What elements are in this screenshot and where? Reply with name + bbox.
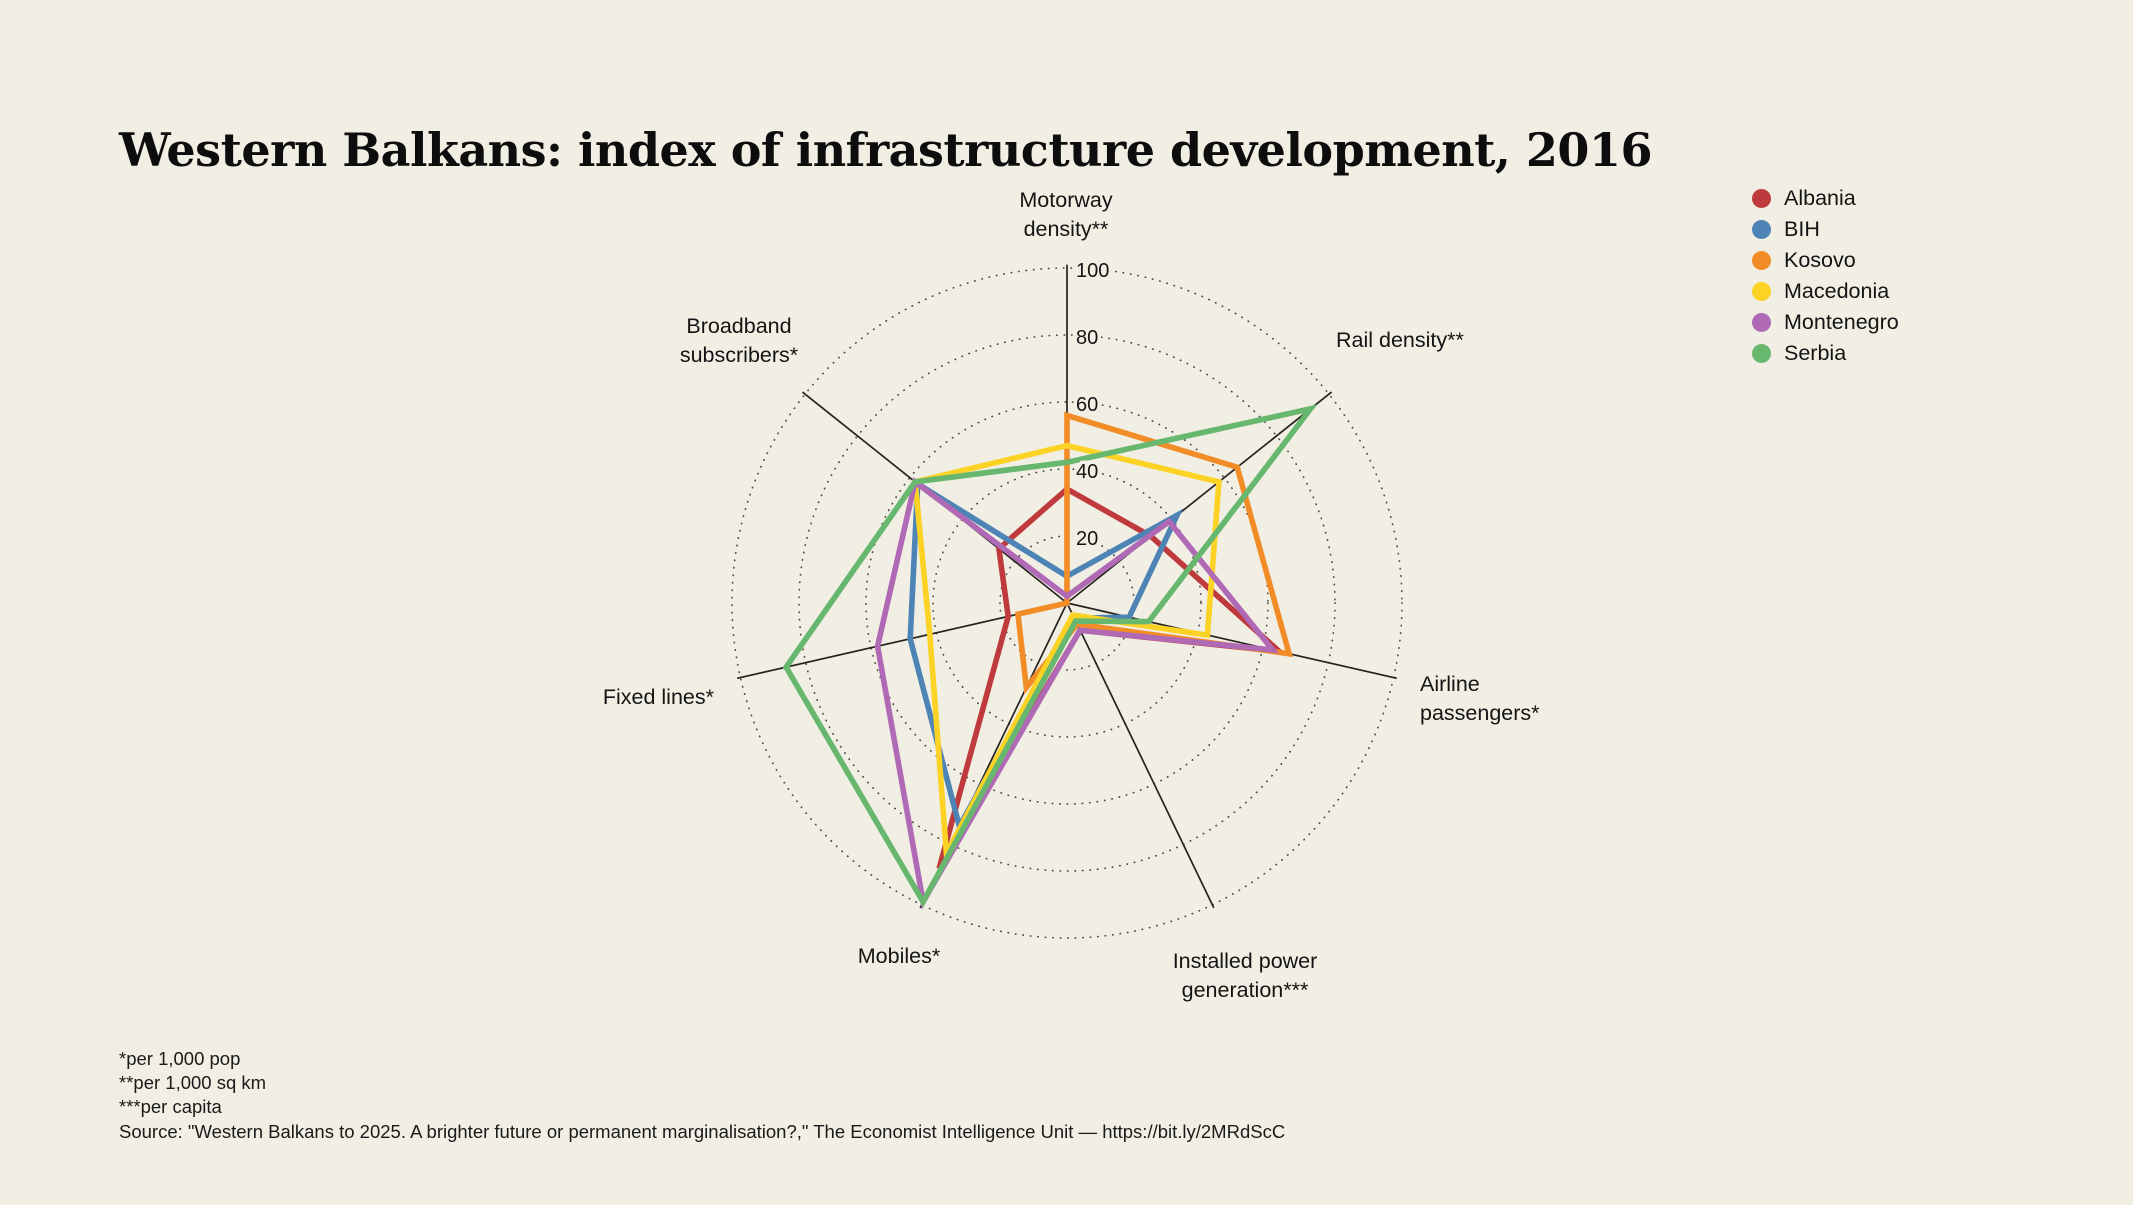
legend-swatch-icon	[1752, 344, 1771, 363]
grid-ring	[731, 267, 1403, 939]
legend-label: Montenegro	[1784, 310, 1899, 334]
grid-ring	[865, 401, 1269, 805]
legend-swatch-icon	[1752, 220, 1771, 239]
axis-label-fixed-lines: Fixed lines*	[603, 685, 715, 709]
series-serbia	[782, 404, 1318, 908]
footnote-sqkm: **per 1,000 sq km	[119, 1072, 267, 1094]
axis-label-broadband-subscribers: Broadband subscribers*	[680, 314, 799, 367]
series-albania	[936, 485, 1288, 871]
legend-swatch-icon	[1752, 189, 1771, 208]
legend-label: BIH	[1784, 217, 1820, 241]
grid-ring	[798, 334, 1336, 872]
tick-label: 80	[1076, 327, 1098, 349]
legend-label: Kosovo	[1784, 248, 1856, 272]
series-montenegro	[874, 477, 1280, 910]
legend-label: Macedonia	[1784, 279, 1890, 303]
legend-item: Albania	[1752, 186, 1899, 210]
page-title: Western Balkans: index of infrastructure…	[119, 122, 1652, 177]
legend-label: Serbia	[1784, 341, 1847, 365]
tick-label: 20	[1076, 528, 1098, 550]
legend-item: Macedonia	[1752, 279, 1899, 303]
axis-spoke	[1066, 391, 1333, 604]
footnote-pop: *per 1,000 pop	[119, 1048, 241, 1069]
tick-label: 60	[1076, 394, 1098, 416]
legend-item: Montenegro	[1752, 310, 1899, 334]
tick-label: 40	[1076, 461, 1098, 483]
axis-label-mobiles: Mobiles*	[858, 944, 941, 968]
tick-label: 100	[1076, 260, 1109, 282]
series-macedonia	[912, 442, 1222, 864]
legend-item: Kosovo	[1752, 248, 1899, 272]
axis-label-installed-power-generation: Installed power generation***	[1173, 949, 1318, 1002]
source-line: Source: "Western Balkans to 2025. A brig…	[119, 1120, 1286, 1142]
legend-label: Albania	[1784, 186, 1856, 210]
series-bih	[907, 479, 1184, 834]
legend-swatch-icon	[1752, 313, 1771, 332]
footnotes: *per 1,000 pop **per 1,000 sq km ***per …	[119, 1048, 1285, 1145]
axis-label-rail-density: Rail density**	[1336, 328, 1464, 352]
chart-legend: Albania BIH Kosovo Macedonia Montenegro Serbi…	[1752, 186, 1899, 365]
legend-item: BIH	[1752, 217, 1899, 241]
axis-spoke	[1066, 602, 1398, 680]
axis-label-airline-passengers: Airline passengers*	[1420, 672, 1540, 725]
legend-swatch-icon	[1752, 251, 1771, 270]
axis-spoke	[736, 602, 1068, 680]
legend-item: Serbia	[1752, 341, 1899, 365]
grid-ring	[932, 468, 1202, 738]
axis-label-motorway-density: Motorway density**	[1019, 188, 1112, 241]
legend-swatch-icon	[1752, 282, 1771, 301]
axis-spoke	[1066, 602, 1215, 909]
footnote-capita: ***per capita	[119, 1096, 222, 1118]
